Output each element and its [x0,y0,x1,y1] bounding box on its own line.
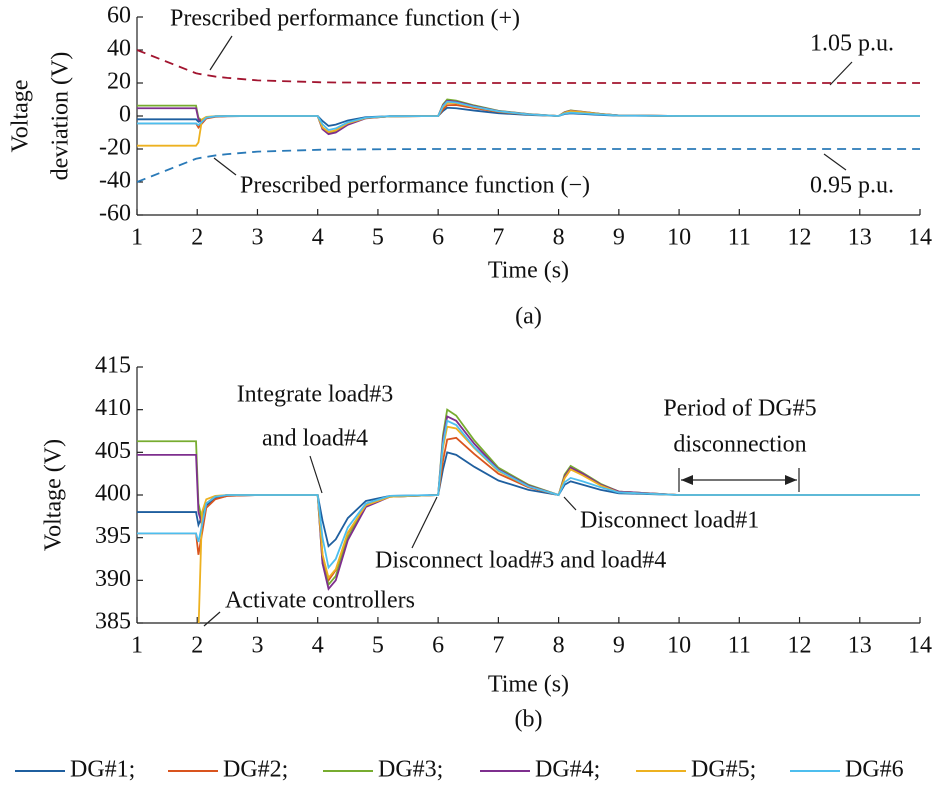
series-line [137,99,920,136]
x-tick-label: 3 [251,633,263,659]
x-tick-label: 5 [372,225,384,251]
series-line [137,451,920,548]
x-tick-label: 5 [372,633,384,659]
x-tick-label: 8 [553,225,565,251]
series-line [137,101,920,147]
y-tick-label: -20 [99,135,131,161]
legend-label: DG#3; [378,757,443,783]
x-tick-label: 12 [788,633,812,659]
y-axis-label: deviation (V) [48,52,74,181]
series-line [137,100,920,132]
y-tick-label: 60 [107,3,131,29]
x-tick-label: 9 [613,225,625,251]
x-tick-label: 13 [848,633,872,659]
plot-lines [137,408,920,623]
x-axis-label: Time (s) [488,672,569,698]
y-axis-label: Voltage [8,80,34,153]
series-line [137,419,920,570]
x-tick-label: 7 [492,225,504,251]
x-tick-label: 3 [251,225,263,251]
x-tick-label: 2 [191,225,203,251]
plot-lines [137,49,920,183]
annotation: 0.95 p.u. [810,173,894,199]
y-tick-label: 410 [95,395,131,421]
series-line [137,104,920,134]
y-tick-label: 20 [107,69,131,95]
x-tick-label: 6 [432,225,444,251]
x-tick-label: 4 [312,633,324,659]
caption: (b) [515,707,543,733]
y-axis-label: Voltage (V) [41,439,67,551]
x-tick-label: 11 [728,633,751,659]
annotation: 1.05 p.u. [810,31,894,57]
y-tick-label: 385 [95,609,131,635]
y-tick-label: 415 [95,353,131,379]
x-tick-label: 7 [492,633,504,659]
x-tick-label: 12 [788,225,812,251]
y-tick-label: -40 [99,168,131,194]
annotation: Disconnect load#1 [580,508,759,534]
annotation-leaders [203,35,853,627]
legend-label: DG#1; [70,757,135,783]
series-line [137,148,920,183]
annotation: Disconnect load#3 and load#4 [375,548,666,574]
x-tick-label: 6 [432,633,444,659]
x-tick-label: 13 [848,225,872,251]
x-tick-label: 2 [191,633,203,659]
caption: (a) [515,304,542,330]
x-tick-label: 9 [613,633,625,659]
x-tick-label: 10 [667,633,691,659]
x-tick-label: 4 [312,225,324,251]
series-line [137,49,920,84]
legend-label: DG#4; [535,757,600,783]
y-tick-label: -60 [99,201,131,227]
x-tick-label: 1 [131,225,143,251]
annotation: Integrate load#3 [237,382,394,408]
y-tick-label: 405 [95,438,131,464]
y-tick-label: 390 [95,566,131,592]
y-tick-label: 0 [119,102,131,128]
x-tick-label: 1 [131,633,143,659]
legend-label: DG#5; [691,757,756,783]
x-tick-label: 14 [908,225,932,251]
annotation: Period of DG#5 [663,396,816,422]
annotation: Prescribed performance function (+) [170,6,520,32]
x-tick-label: 11 [728,225,751,251]
x-tick-label: 14 [908,633,932,659]
annotation: Activate controllers [225,588,415,614]
annotation: and load#4 [262,426,368,452]
y-tick-label: 40 [107,36,131,62]
annotation: Prescribed performance function (−) [240,173,590,199]
x-tick-label: 10 [667,225,691,251]
series-line [197,425,920,623]
annotation: disconnection [673,432,806,458]
y-tick-label: 400 [95,481,131,507]
legend-label: DG#6 [845,757,904,783]
x-axis-label: Time (s) [488,258,569,284]
y-tick-label: 395 [95,523,131,549]
legend-label: DG#2; [223,757,288,783]
x-tick-label: 8 [553,633,565,659]
